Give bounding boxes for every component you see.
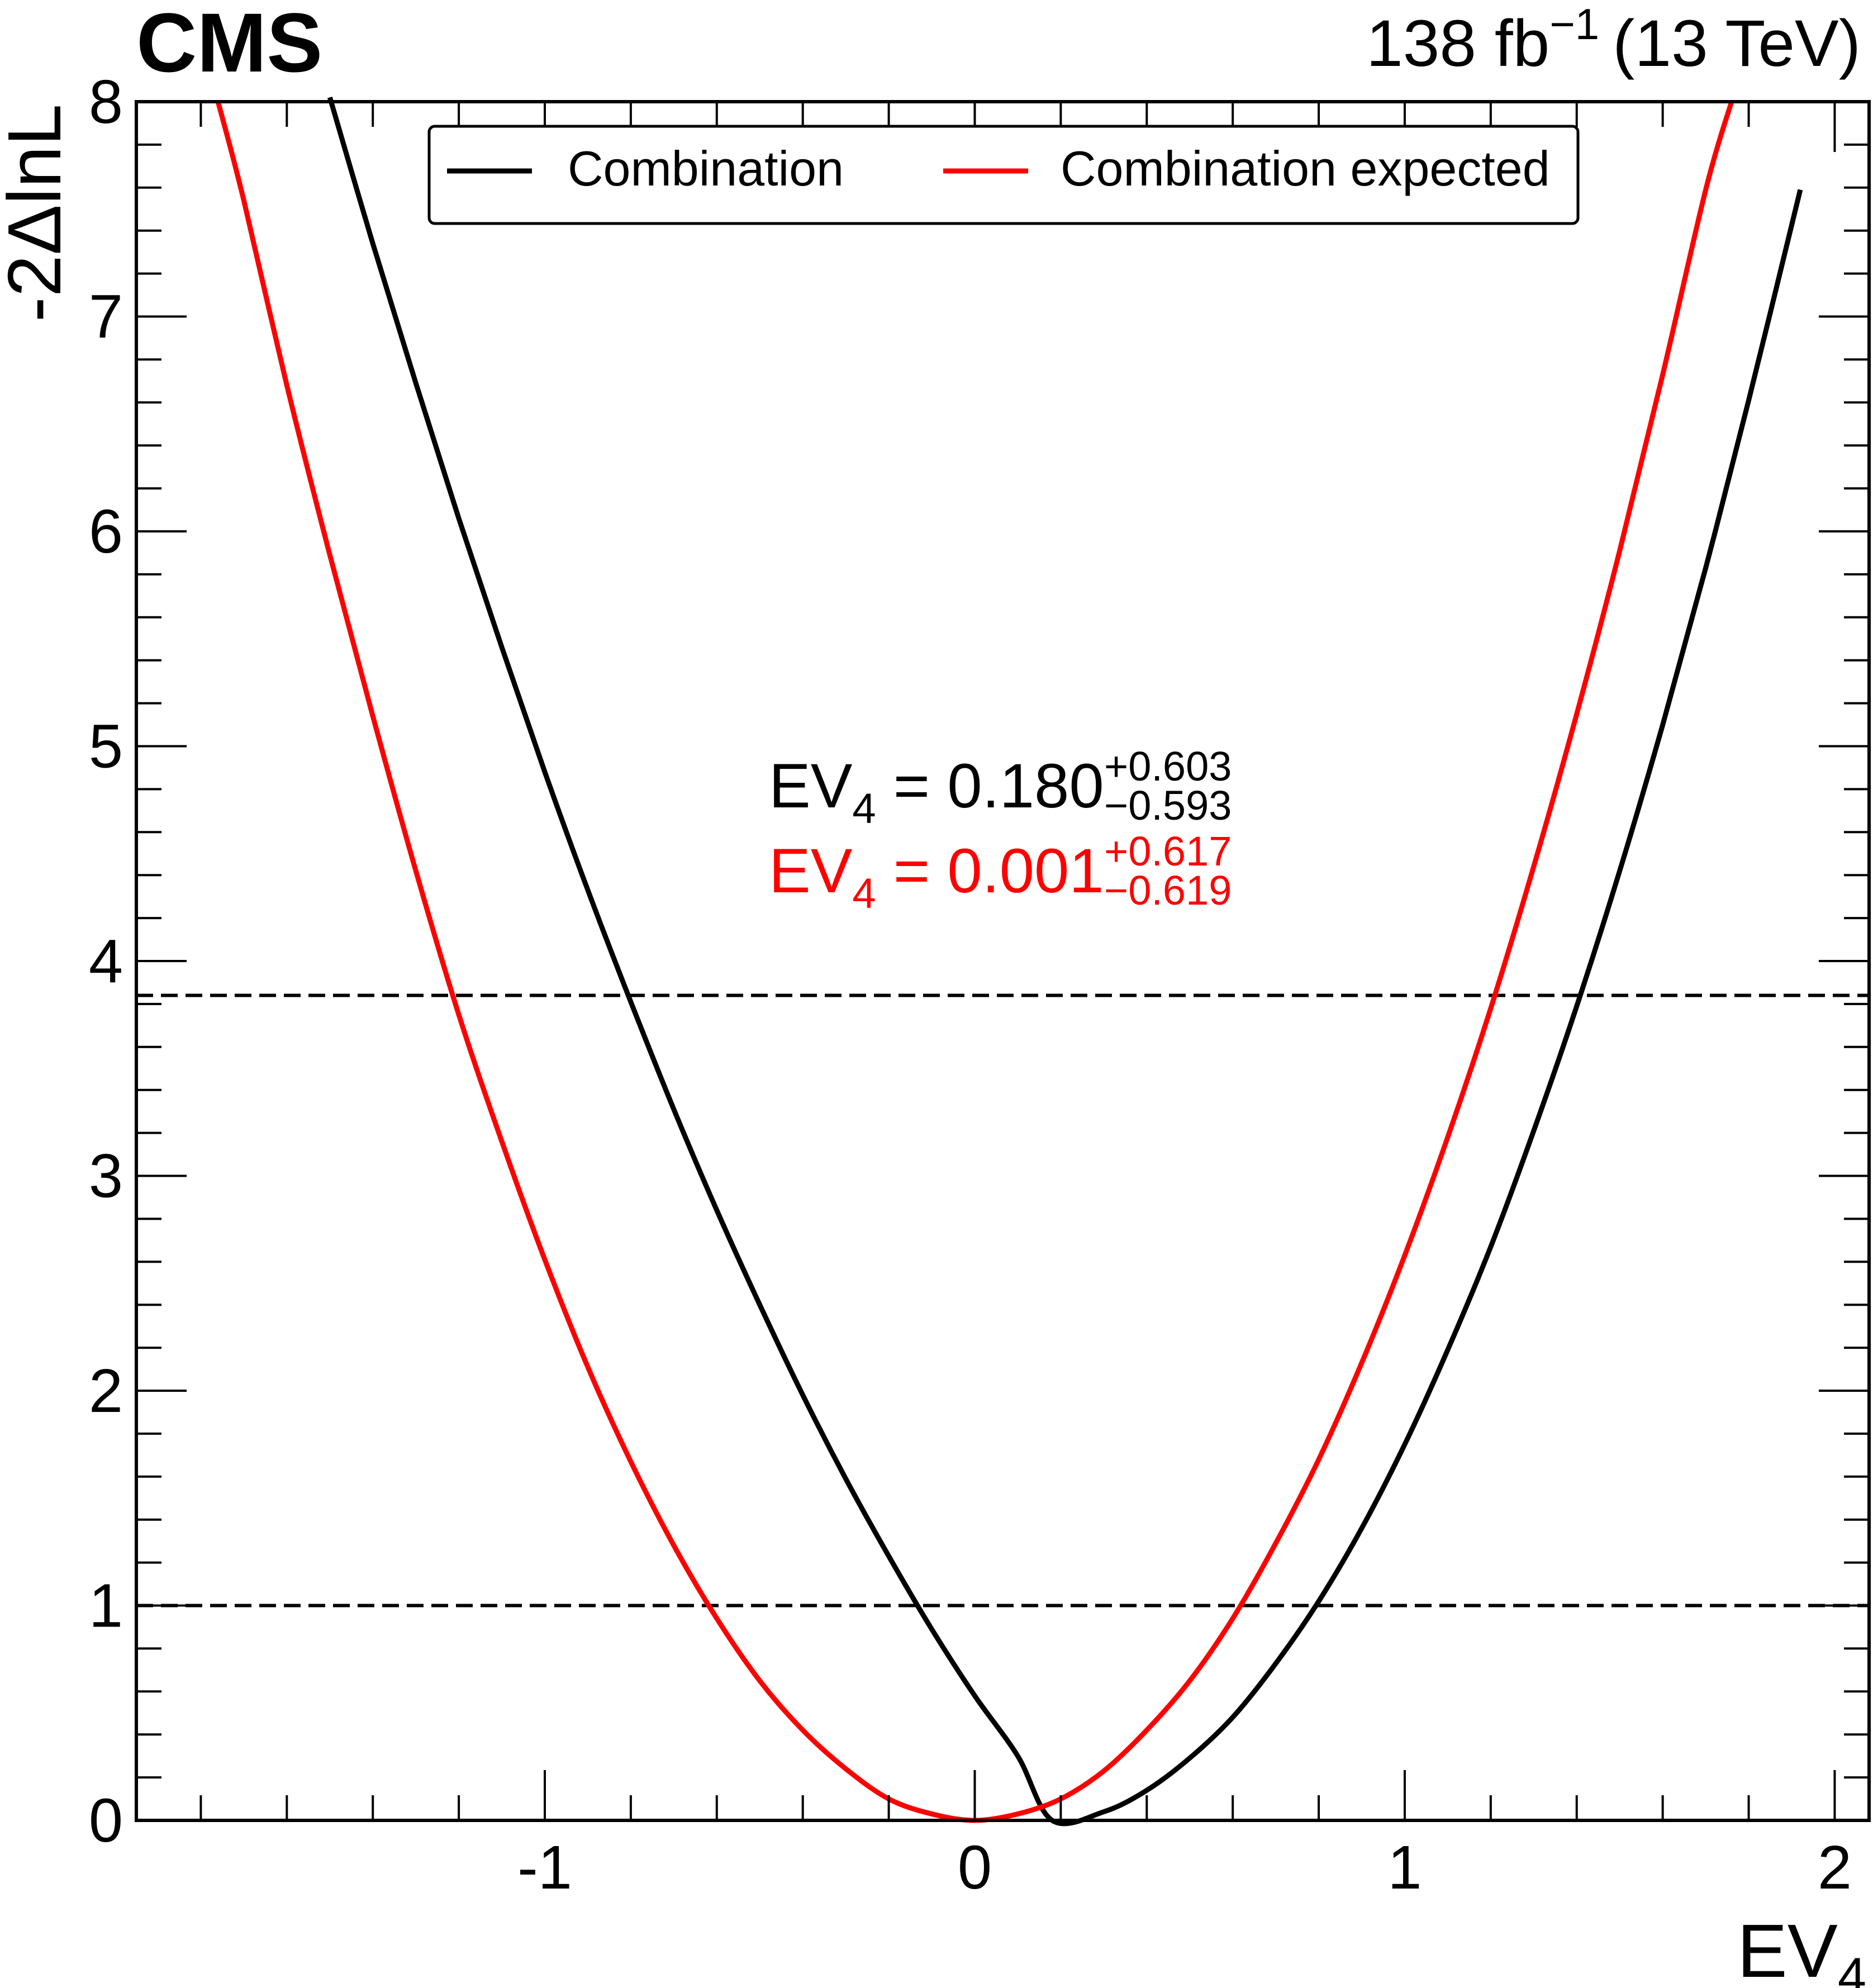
y-tick-label: 0	[89, 1786, 123, 1855]
fit-result-observed: EV4 = 0.180 +0.603 −0.593	[769, 743, 1232, 833]
y-tick-label: 7	[89, 283, 123, 351]
fit-observed-label: EV	[769, 751, 853, 821]
fit-observed-down: −0.593	[1104, 782, 1232, 829]
fit-observed-sub: 4	[852, 785, 876, 833]
luminosity-label: 138 fb−1 (13 TeV)	[1366, 0, 1861, 80]
tick-labels: -1 0 1 2 0 1 2 3 4 5 6 7 8	[89, 68, 1852, 1902]
x-axis-title-sub: 4	[1838, 1948, 1866, 1988]
fit-observed-up: +0.603	[1104, 743, 1232, 790]
series-line-combination-expected	[215, 101, 1734, 1823]
y-tick-label: 3	[89, 1142, 123, 1211]
y-tick-label: 2	[89, 1357, 123, 1425]
curves	[215, 97, 1803, 1827]
energy-label: (13 TeV)	[1613, 7, 1861, 80]
fit-expected-sub: 4	[852, 870, 876, 917]
fit-result-expected: EV4 = 0.001 +0.617 −0.619	[769, 828, 1232, 917]
y-axis-title: -2ΔlnL	[0, 104, 77, 322]
lumi-value: 138 fb	[1366, 7, 1549, 80]
grid-reference-lines	[136, 993, 1869, 1607]
y-tick-label: 5	[89, 712, 123, 781]
legend: Combination Combination expected	[427, 125, 1580, 225]
fit-expected-main: EV4 = 0.001	[769, 836, 1104, 917]
y-tick-label: 8	[89, 68, 123, 136]
legend-label-combination: Combination	[568, 141, 844, 196]
x-tick-label: -1	[517, 1833, 572, 1902]
axis-ticks	[136, 101, 1869, 1821]
lumi-exponent: −1	[1549, 0, 1599, 49]
x-tick-label: 0	[958, 1833, 992, 1902]
legend-box	[427, 125, 1580, 225]
y-tick-label: 6	[89, 497, 123, 566]
x-axis-title: EV4	[1737, 1909, 1866, 1988]
y-tick-label: 4	[89, 927, 123, 996]
x-axis-title-main: EV	[1737, 1909, 1838, 1988]
x-tick-label: 2	[1818, 1833, 1852, 1902]
cms-label: CMS	[136, 0, 322, 89]
y-tick-label: 1	[89, 1572, 123, 1640]
fit-expected-label: EV	[769, 836, 853, 906]
fit-observed-value: = 0.180	[876, 751, 1104, 821]
fit-expected-down: −0.619	[1104, 867, 1232, 914]
fit-expected-up: +0.617	[1104, 828, 1232, 874]
series-line-combination	[327, 97, 1803, 1827]
plot-frame	[135, 100, 1871, 1822]
legend-label-combination-expected: Combination expected	[1061, 141, 1550, 196]
fit-observed-main: EV4 = 0.180	[769, 751, 1104, 833]
x-tick-label: 1	[1387, 1833, 1422, 1902]
fit-expected-value: = 0.001	[876, 836, 1104, 906]
